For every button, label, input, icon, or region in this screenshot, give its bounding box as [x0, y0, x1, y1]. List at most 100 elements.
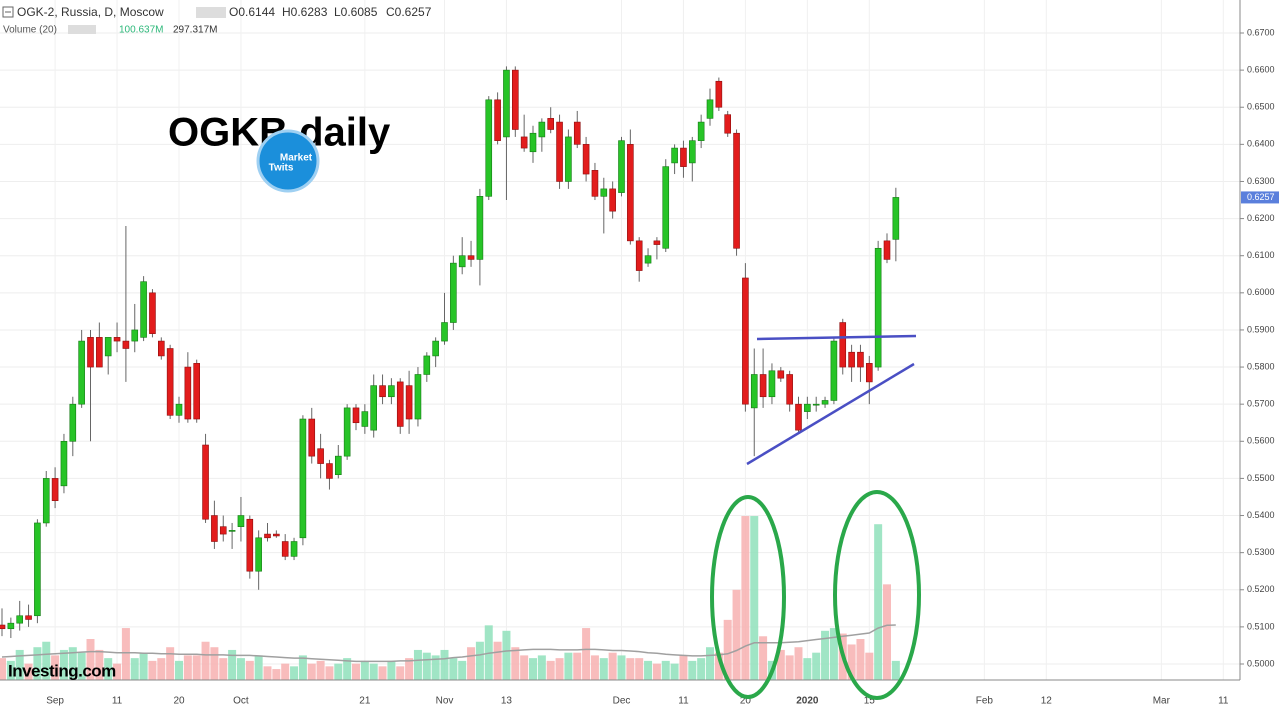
candle-body — [865, 363, 873, 383]
candle-body — [140, 281, 147, 338]
volume-ma-value: 100.637M — [119, 25, 163, 36]
volume-bar — [228, 649, 237, 680]
candle-body — [370, 385, 378, 431]
candle-body — [715, 80, 723, 108]
volume-bar — [440, 649, 449, 680]
volume-bar — [24, 663, 33, 680]
x-tick-label: Sep — [46, 696, 64, 706]
volume-bar — [0, 658, 6, 680]
logo — [256, 129, 320, 193]
x-tick-label: Mar — [1153, 696, 1171, 706]
candle-body — [396, 381, 404, 427]
volume-bar — [865, 652, 874, 680]
candle-body — [202, 444, 209, 520]
y-tick-label: 0.6400 — [1247, 139, 1275, 149]
candle-body — [308, 418, 316, 457]
candle-body — [16, 615, 24, 624]
volume-bar — [750, 516, 759, 680]
x-tick-label: Dec — [613, 696, 631, 706]
candle-body — [432, 340, 439, 357]
volume-bar — [829, 628, 838, 680]
volume-bar — [272, 669, 281, 680]
candle-body — [414, 374, 422, 420]
candle-body — [618, 140, 625, 193]
y-tick-label: 0.6200 — [1247, 213, 1275, 223]
y-tick-label: 0.5500 — [1247, 473, 1275, 483]
candle-body — [627, 144, 634, 242]
x-tick-label: 20 — [740, 696, 752, 706]
candle-body — [25, 615, 32, 620]
volume-bar — [42, 641, 51, 680]
y-tick-label: 0.5300 — [1247, 547, 1275, 557]
candle-body — [511, 69, 519, 130]
candle-body — [334, 455, 342, 476]
candle-body — [326, 463, 333, 479]
toolbar-icons[interactable] — [68, 25, 96, 34]
volume-bar — [139, 652, 148, 680]
volume-bar — [396, 666, 405, 680]
highlight-ellipse — [710, 495, 786, 699]
volume-bar — [236, 658, 245, 680]
candle-body — [804, 403, 811, 412]
volume-bar — [776, 649, 785, 680]
toolbar-icons[interactable] — [196, 7, 226, 18]
candle-body — [733, 132, 740, 249]
candle-body — [299, 418, 307, 539]
candle-body — [573, 121, 581, 145]
candle-body — [857, 351, 864, 368]
candle-body — [485, 99, 493, 197]
collapse-icon — [2, 6, 14, 18]
volume-bar — [405, 658, 414, 680]
volume-bar — [529, 658, 537, 680]
x-tick-label: 21 — [359, 696, 371, 706]
candle-body — [644, 255, 652, 264]
candle-body — [759, 374, 767, 398]
candle-body — [60, 440, 68, 487]
close-value: C0.6257 — [386, 5, 432, 19]
volume-bar — [537, 655, 546, 680]
candle-body — [795, 403, 802, 431]
candle-body — [565, 136, 572, 182]
candle-body — [7, 622, 15, 630]
y-tick-label: 0.6600 — [1247, 64, 1275, 74]
volume-layer — [0, 516, 900, 680]
candle-body — [122, 340, 130, 349]
last-price-label: 0.6257 — [1247, 192, 1275, 202]
candle-body — [228, 530, 236, 532]
candle-body — [255, 537, 262, 572]
candle-body — [87, 337, 94, 368]
candle-body — [653, 240, 661, 245]
volume-bar — [422, 652, 431, 680]
volume-bar — [697, 658, 706, 680]
y-tick-label: 0.5800 — [1247, 361, 1275, 371]
candle-body — [158, 340, 165, 357]
candle-body — [556, 121, 563, 182]
volume-bar — [86, 639, 95, 680]
symbol: OGK-2, Russia, D, Moscow — [17, 5, 164, 19]
high-value: H0.6283 — [282, 5, 328, 19]
volume-bar — [387, 660, 396, 680]
volume-bar — [475, 641, 484, 680]
y-tick-label: 0.6700 — [1247, 27, 1275, 37]
highlight-ellipse — [833, 490, 921, 700]
candle-body — [388, 385, 395, 398]
candle-body — [211, 515, 218, 542]
low-value: L0.6085 — [334, 5, 378, 19]
candle-body — [96, 337, 103, 368]
volume-bar — [670, 663, 679, 680]
y-tick-label: 0.5200 — [1247, 584, 1275, 594]
candle-body — [405, 385, 413, 420]
volume-bar — [352, 663, 360, 680]
volume-bar — [183, 655, 192, 680]
y-tick-label: 0.6500 — [1247, 102, 1275, 112]
candle-body — [706, 99, 714, 119]
candle-body — [78, 340, 85, 405]
volume-bar — [582, 628, 591, 680]
candle-body — [503, 69, 510, 138]
volume-bar — [104, 658, 113, 680]
volume-bar — [847, 644, 856, 680]
volume-bar — [325, 666, 334, 680]
volume-bar — [148, 660, 157, 680]
candle-body — [423, 355, 431, 375]
volume-bar — [555, 658, 564, 680]
